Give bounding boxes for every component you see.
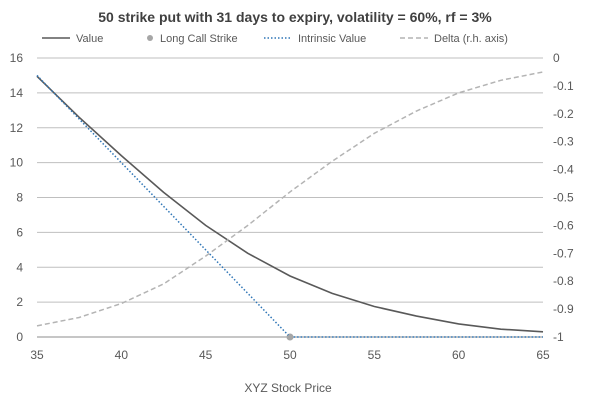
series-layer bbox=[36, 71, 544, 341]
x-tick-label: 50 bbox=[283, 348, 297, 362]
series-intrinsic-value-point bbox=[287, 334, 293, 340]
series-intrinsic-value-line bbox=[36, 74, 543, 338]
y2-tick-label: -0.5 bbox=[553, 191, 574, 205]
x-tick-label: 45 bbox=[199, 348, 213, 362]
y2-tick-label: -0.7 bbox=[553, 246, 574, 260]
y2-tick-label: -0.9 bbox=[553, 302, 574, 316]
series-delta-r-h-axis-line bbox=[36, 71, 544, 327]
x-tick-label: 65 bbox=[536, 348, 550, 362]
y2-tick-label: -1 bbox=[553, 330, 564, 344]
y-tick-label: 6 bbox=[16, 225, 23, 239]
y-tick-label: 2 bbox=[16, 295, 23, 309]
y2-tick-label: -0.4 bbox=[553, 163, 574, 177]
y-tick-label: 4 bbox=[16, 260, 23, 274]
x-tick-label: 35 bbox=[30, 348, 44, 362]
y-tick-label: 8 bbox=[16, 191, 23, 205]
legend-label-intrinsic-value: Intrinsic Value bbox=[298, 33, 366, 45]
y-tick-label: 0 bbox=[16, 330, 23, 344]
y2-tick-label: -0.1 bbox=[553, 79, 574, 93]
y2-tick-label: 0 bbox=[553, 51, 560, 65]
y2-tick-label: -0.6 bbox=[553, 218, 574, 232]
x-tick-label: 60 bbox=[452, 348, 466, 362]
legend: Value Long Call Strike Intrinsic Value Delt… bbox=[42, 33, 508, 45]
y2-tick-label: -0.2 bbox=[553, 107, 574, 121]
x-tick-label: 55 bbox=[368, 348, 382, 362]
x-tick-label: 40 bbox=[115, 348, 129, 362]
y-tick-label: 12 bbox=[10, 121, 24, 135]
y-tick-label: 16 bbox=[10, 51, 24, 65]
series-value-line bbox=[36, 75, 544, 333]
chart-title: 50 strike put with 31 days to expiry, vo… bbox=[98, 9, 492, 25]
legend-swatch-long-call-strike bbox=[147, 35, 153, 41]
tick-labels: 0 2 4 6 8 10 12 14 16 -1 -0.9 -0.8 -0.7 -0.6 -0.5 -0.4 -… bbox=[10, 51, 574, 362]
legend-label-delta-r-h-axis: Delta (r.h. axis) bbox=[434, 33, 508, 45]
y-tick-label: 10 bbox=[10, 156, 24, 170]
legend-label-long-call-strike: Long Call Strike bbox=[160, 33, 238, 45]
gridlines bbox=[37, 57, 543, 338]
x-axis-title: XYZ Stock Price bbox=[244, 381, 332, 395]
legend-label-value: Value bbox=[76, 33, 103, 45]
y-tick-label: 14 bbox=[10, 86, 24, 100]
y2-tick-label: -0.3 bbox=[553, 135, 574, 149]
y2-tick-label: -0.8 bbox=[553, 274, 574, 288]
